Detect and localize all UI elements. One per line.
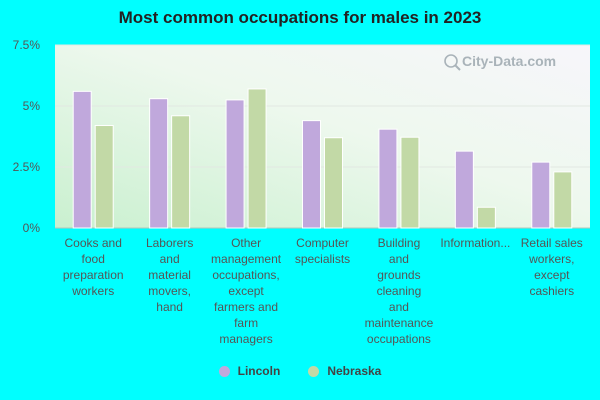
x-tick-label: Laborers and material movers, hand xyxy=(146,236,193,314)
bar-lincoln xyxy=(378,128,398,229)
legend-item-nebraska: Nebraska xyxy=(308,364,381,378)
bar-lincoln xyxy=(302,120,321,229)
legend: Lincoln Nebraska xyxy=(0,364,600,378)
bar-nebraska xyxy=(324,137,343,229)
x-tick-label: Cooks and food preparation workers xyxy=(63,236,124,298)
legend-label-nebraska: Nebraska xyxy=(327,364,382,378)
legend-swatch-lincoln xyxy=(218,365,230,377)
watermark: City-Data.com xyxy=(444,53,556,71)
bar-lincoln xyxy=(149,98,169,229)
legend-swatch-nebraska xyxy=(308,365,320,377)
bar-nebraska xyxy=(171,115,191,229)
x-tick-label: Computer specialists xyxy=(295,236,350,266)
watermark-text: City-Data.com xyxy=(462,53,556,69)
y-tick-label: 0% xyxy=(23,221,41,235)
bar-lincoln xyxy=(454,150,474,229)
plot-area xyxy=(55,45,590,228)
bar-nebraska xyxy=(553,171,573,229)
bar-nebraska xyxy=(247,88,267,229)
bar-lincoln xyxy=(72,90,92,229)
x-tick-label: Information... xyxy=(440,236,510,250)
x-tick-label: Building and grounds cleaning and maintenance… xyxy=(365,236,434,346)
legend-label-lincoln: Lincoln xyxy=(237,364,281,378)
y-tick-label: 2.5% xyxy=(13,160,41,174)
legend-item-lincoln: Lincoln xyxy=(218,364,281,378)
bar-nebraska xyxy=(94,125,114,229)
chart-title: Most common occupations for males in 202… xyxy=(118,8,482,27)
bar-nebraska xyxy=(400,136,420,229)
x-tick-label: Retail sales workers, except cashiers xyxy=(521,236,583,298)
bar-lincoln xyxy=(531,161,551,229)
bar-lincoln xyxy=(225,99,245,229)
bar-nebraska xyxy=(476,206,496,229)
x-tick-label: Other management occupations, except farmers… xyxy=(211,236,282,346)
y-tick-label: 7.5% xyxy=(13,38,41,52)
y-tick-label: 5% xyxy=(23,99,41,113)
